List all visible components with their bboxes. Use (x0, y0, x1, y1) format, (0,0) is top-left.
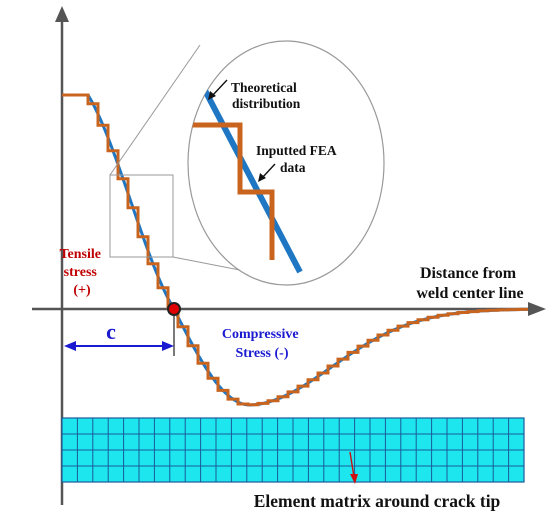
theoretical-label: Theoretical distribution (231, 80, 301, 111)
crack-length-arrowhead-left (64, 341, 76, 351)
crack-length-label: c (106, 319, 116, 344)
fea-label: Inputted FEA data (256, 143, 339, 175)
distance-axis-label: Distance from weld center line (416, 265, 523, 302)
fea-staircase-curve (62, 93, 528, 407)
element-mesh (61, 417, 525, 483)
mesh-pointer-arrow (349, 451, 355, 478)
mesh-caption: Element matrix around crack tip (254, 491, 501, 511)
mesh-pointer-head (350, 474, 358, 484)
zoom-source-box (109, 174, 174, 258)
tensile-stress-label: Tensile stress (+) (60, 247, 105, 298)
crack-tip-point (167, 302, 181, 316)
zoom-connector-top (109, 44, 201, 176)
compressive-stress-label: Compressive Stress (-) (222, 327, 302, 361)
stress-curves (62, 93, 528, 407)
fea-pointer-head (258, 173, 266, 182)
theoretical-pointer-arrow (211, 79, 228, 97)
crack-length-dimension: c (64, 309, 175, 356)
zoom-callout: Theoretical distribution Inputted FEA da… (187, 40, 385, 286)
x-axis-arrowhead (528, 302, 546, 316)
y-axis-arrowhead (55, 6, 69, 22)
zoom-ellipse (187, 40, 385, 286)
theoretical-pointer-head (208, 91, 216, 100)
fea-pointer-arrow (261, 163, 276, 179)
crack-length-arrowhead-right (162, 341, 174, 351)
